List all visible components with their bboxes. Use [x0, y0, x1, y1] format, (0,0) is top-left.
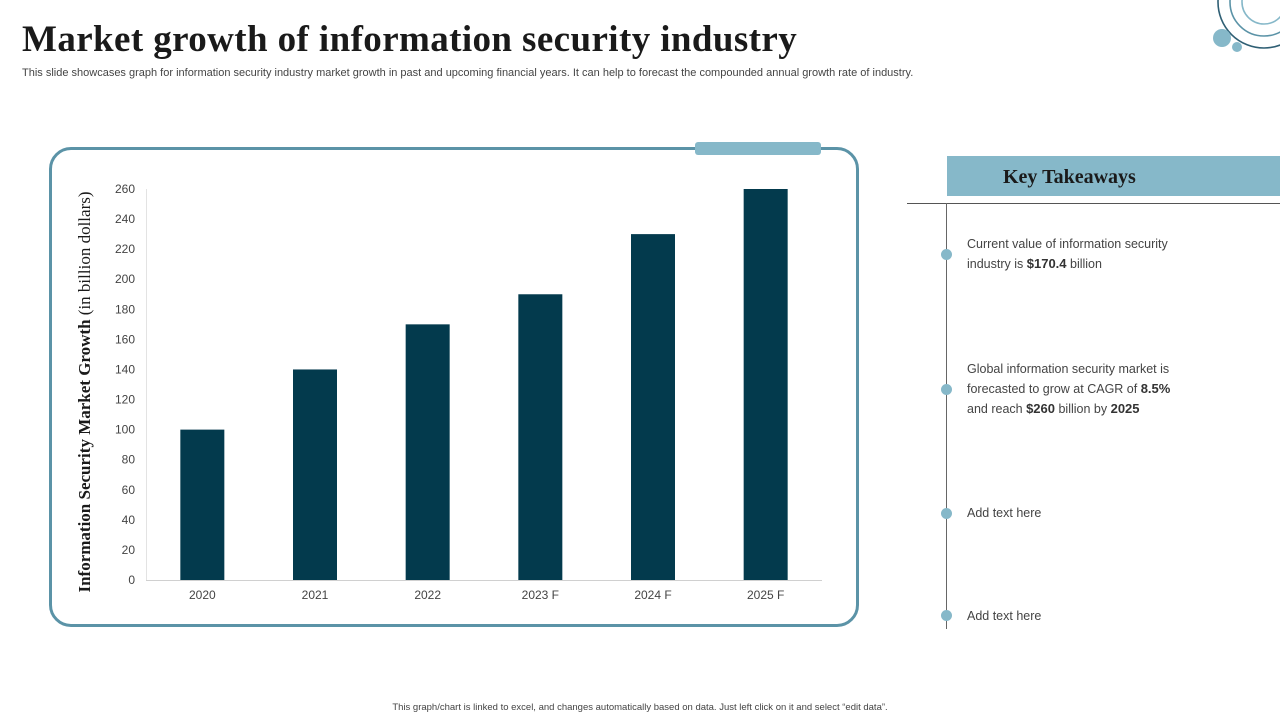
takeaway-text: Add text here: [967, 506, 1042, 520]
takeaway-text: 2025: [1110, 401, 1140, 416]
bar-2025-f: [743, 189, 788, 580]
bar-chart[interactable]: Information Security Market Growth (in b…: [0, 0, 870, 640]
takeaway-text: 8.5%: [1140, 381, 1171, 396]
takeaway-text: billion: [1066, 257, 1102, 271]
y-tick-label: 0: [128, 573, 135, 587]
takeaway-4[interactable]: Add text here: [967, 606, 1192, 626]
takeaway-2[interactable]: Global information security market is fo…: [967, 359, 1192, 419]
decorative-circles-icon: [1213, 0, 1280, 52]
y-tick-label: 80: [122, 453, 136, 467]
y-tick-label: 140: [115, 362, 135, 376]
y-tick-label: 180: [115, 302, 135, 316]
x-tick-label: 2024 F: [634, 588, 671, 602]
chart-tab: [695, 142, 821, 155]
y-tick-label: 220: [115, 242, 135, 256]
takeaway-text: Current value of information security in…: [967, 237, 1168, 271]
takeaway-bullet-icon: [941, 384, 952, 395]
y-tick-label: 40: [122, 513, 136, 527]
bar-2023-f: [518, 294, 563, 580]
takeaway-text: billion by: [1055, 402, 1111, 416]
y-tick-label: 20: [122, 543, 136, 557]
y-tick-label: 120: [115, 393, 135, 407]
takeaway-1[interactable]: Current value of information security in…: [967, 234, 1192, 274]
y-tick-label: 260: [115, 182, 135, 196]
takeaway-bullet-icon: [941, 249, 952, 260]
takeaway-text: $170.4: [1026, 256, 1067, 271]
x-tick-label: 2021: [302, 588, 329, 602]
x-tick-label: 2020: [189, 588, 216, 602]
bar-2022: [405, 324, 450, 580]
takeaways-divider: [907, 203, 1280, 204]
takeaway-text: $260: [1026, 401, 1055, 416]
y-tick-label: 160: [115, 332, 135, 346]
y-tick-label: 240: [115, 212, 135, 226]
footer-note: This graph/chart is linked to excel, and…: [392, 702, 888, 713]
x-tick-label: 2023 F: [522, 588, 559, 602]
y-tick-label: 60: [122, 483, 136, 497]
bar-2024-f: [631, 234, 675, 580]
y-tick-label: 200: [115, 272, 135, 286]
bar-2021: [293, 369, 337, 580]
takeaway-text: Add text here: [967, 609, 1042, 623]
chart-frame: [49, 147, 859, 627]
key-takeaways-header: Key Takeaways: [947, 156, 1280, 196]
y-axis-label-bold: Information Security Market Growth: [75, 319, 94, 593]
x-tick-label: 2022: [414, 588, 441, 602]
y-tick-label: 100: [115, 423, 135, 437]
y-axis-label-unit: (in billion dollars): [75, 191, 94, 319]
y-axis-label: Information Security Market Growth (in b…: [75, 191, 94, 592]
takeaway-text: Global information security market is fo…: [967, 362, 1170, 396]
takeaway-bullet-icon: [941, 610, 952, 621]
page-subtitle: This slide showcases graph for informati…: [22, 67, 914, 79]
takeaway-3[interactable]: Add text here: [967, 503, 1192, 523]
x-tick-label: 2025 F: [747, 588, 784, 602]
takeaway-text: and reach: [967, 402, 1027, 416]
bar-2020: [180, 429, 225, 580]
takeaway-bullet-icon: [941, 508, 952, 519]
page-title: Market growth of information security in…: [22, 19, 798, 60]
takeaways-timeline: [946, 203, 947, 629]
